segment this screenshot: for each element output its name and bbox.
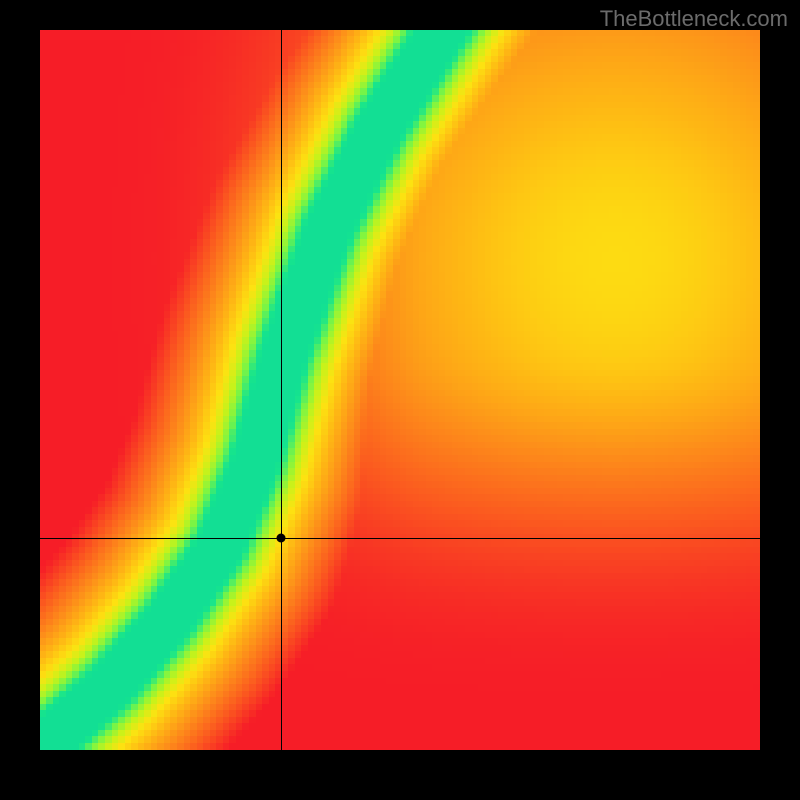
- marker-dot: [277, 533, 286, 542]
- watermark-text: TheBottleneck.com: [600, 6, 788, 32]
- heatmap-plot: [40, 30, 760, 750]
- heatmap-canvas: [40, 30, 760, 750]
- crosshair-horizontal: [40, 538, 760, 539]
- crosshair-vertical: [281, 30, 282, 750]
- chart-container: TheBottleneck.com: [0, 0, 800, 800]
